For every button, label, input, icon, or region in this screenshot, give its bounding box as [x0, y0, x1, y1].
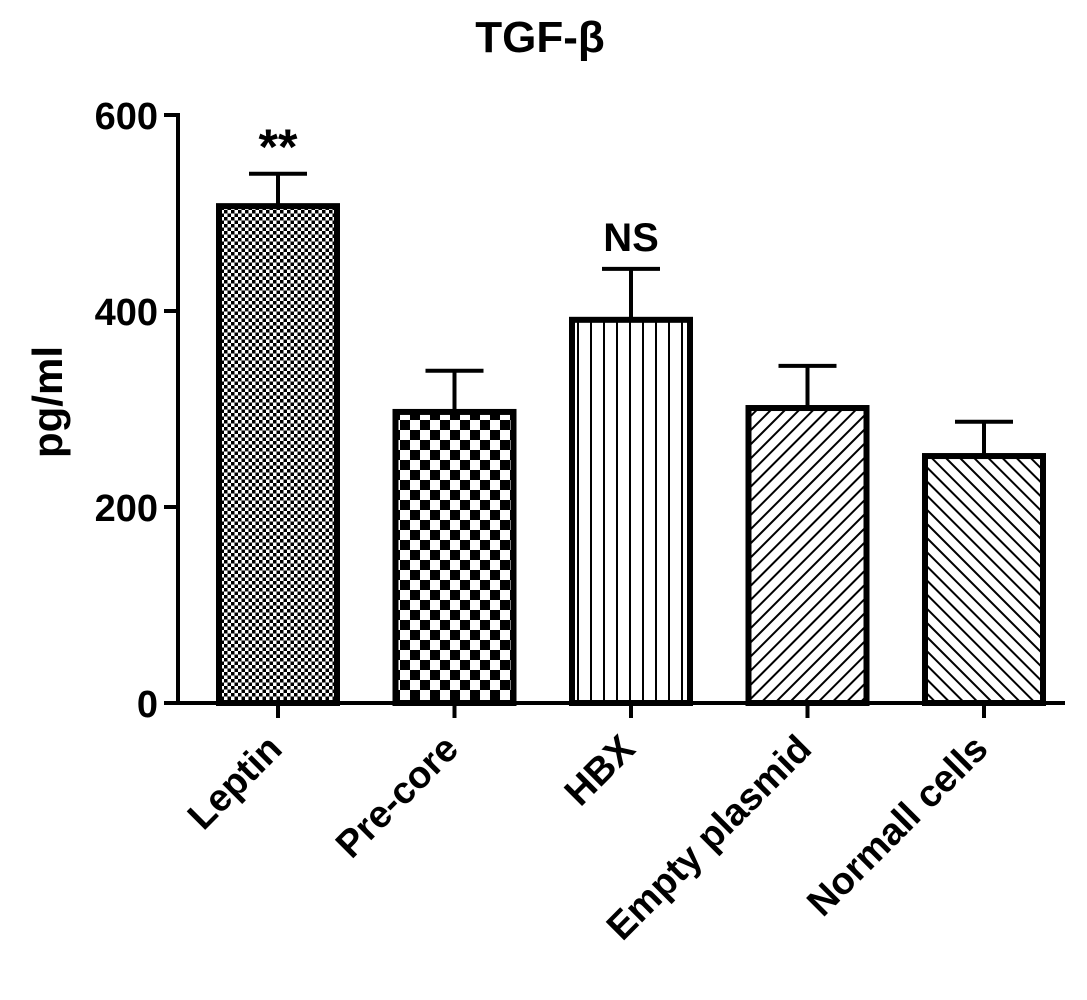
bar-empty-plasmid	[745, 405, 870, 706]
x-tick-label: Leptin	[180, 728, 290, 838]
significance-label: NS	[603, 216, 659, 260]
chart-title: TGF-β	[475, 13, 605, 62]
y-tick-label: 600	[95, 96, 158, 138]
x-tick-label: Normall cells	[799, 728, 996, 925]
x-tick-label: HBX	[557, 727, 644, 814]
bar-hbx	[569, 316, 693, 706]
y-tick-label: 400	[95, 292, 158, 334]
bars: ** NS	[216, 119, 1046, 707]
y-axis: 0 200 400 600	[95, 96, 180, 726]
bar-normall-cells	[922, 453, 1046, 707]
bar-leptin	[216, 203, 340, 706]
x-tick-label: Pre-core	[328, 728, 467, 867]
y-tick-label: 0	[137, 684, 158, 726]
significance-label: **	[259, 119, 298, 175]
y-tick-label: 200	[95, 488, 158, 530]
y-axis-label: pg/ml	[24, 346, 71, 458]
bar-pre-core	[392, 408, 517, 706]
